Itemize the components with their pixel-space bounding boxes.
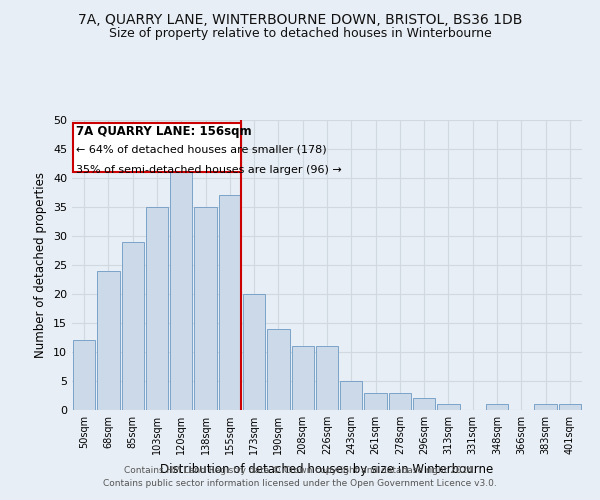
Text: 35% of semi-detached houses are larger (96) →: 35% of semi-detached houses are larger (… bbox=[76, 165, 341, 175]
Text: Size of property relative to detached houses in Winterbourne: Size of property relative to detached ho… bbox=[109, 28, 491, 40]
Bar bbox=[316, 346, 338, 410]
Bar bbox=[146, 207, 168, 410]
Bar bbox=[389, 392, 411, 410]
Text: ← 64% of detached houses are smaller (178): ← 64% of detached houses are smaller (17… bbox=[76, 145, 326, 155]
Bar bbox=[267, 329, 290, 410]
Bar bbox=[122, 242, 144, 410]
Bar bbox=[559, 404, 581, 410]
FancyBboxPatch shape bbox=[73, 123, 241, 172]
Text: Contains HM Land Registry data © Crown copyright and database right 2024.
Contai: Contains HM Land Registry data © Crown c… bbox=[103, 466, 497, 487]
Bar bbox=[340, 381, 362, 410]
Y-axis label: Number of detached properties: Number of detached properties bbox=[34, 172, 47, 358]
Text: 7A QUARRY LANE: 156sqm: 7A QUARRY LANE: 156sqm bbox=[76, 124, 251, 138]
Bar bbox=[73, 340, 95, 410]
Bar bbox=[243, 294, 265, 410]
Bar bbox=[97, 271, 119, 410]
Bar bbox=[170, 166, 193, 410]
Bar bbox=[194, 207, 217, 410]
Bar bbox=[218, 196, 241, 410]
Bar bbox=[535, 404, 557, 410]
Bar bbox=[413, 398, 436, 410]
Bar bbox=[437, 404, 460, 410]
X-axis label: Distribution of detached houses by size in Winterbourne: Distribution of detached houses by size … bbox=[160, 462, 494, 475]
Bar bbox=[486, 404, 508, 410]
Text: 7A, QUARRY LANE, WINTERBOURNE DOWN, BRISTOL, BS36 1DB: 7A, QUARRY LANE, WINTERBOURNE DOWN, BRIS… bbox=[78, 12, 522, 26]
Bar bbox=[292, 346, 314, 410]
Bar bbox=[364, 392, 387, 410]
